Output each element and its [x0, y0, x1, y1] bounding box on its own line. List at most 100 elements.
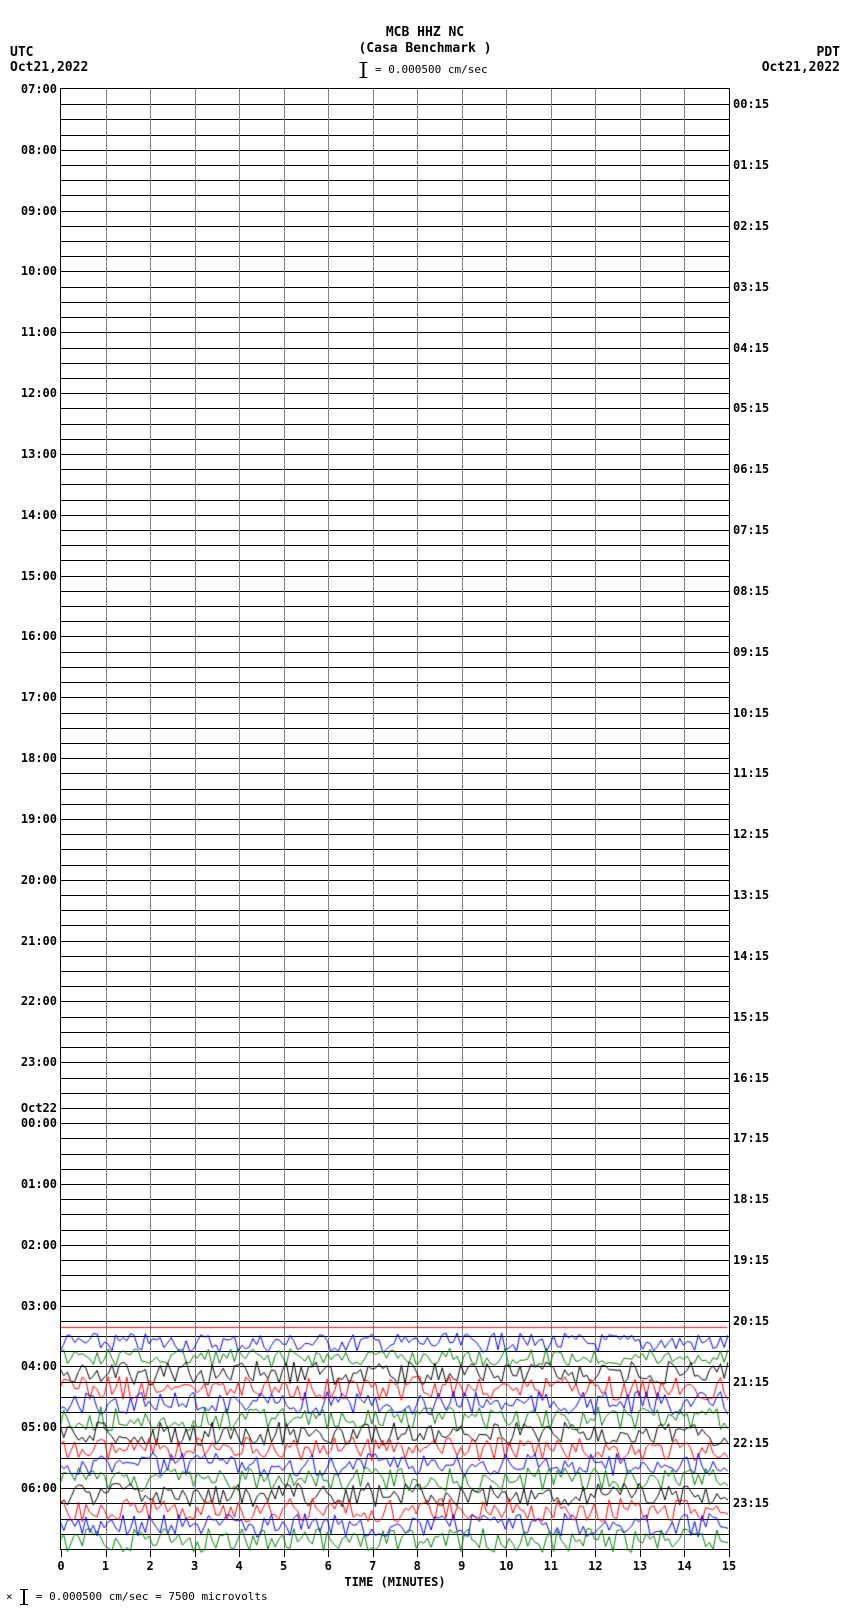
grid-hline: [61, 1382, 729, 1383]
x-tick-label: 11: [544, 1559, 558, 1573]
x-tick-label: 2: [146, 1559, 153, 1573]
x-tick: [640, 1549, 641, 1557]
x-tick: [417, 1549, 418, 1557]
left-time-label: 08:00: [21, 143, 57, 157]
grid-hline: [61, 621, 729, 622]
right-time-label: 08:15: [733, 584, 769, 598]
grid-hline: [61, 1260, 729, 1261]
grid-hline: [61, 1230, 729, 1231]
x-tick-label: 15: [722, 1559, 736, 1573]
x-axis-title: TIME (MINUTES): [344, 1575, 445, 1589]
grid-hline: [61, 454, 729, 455]
right-time-label: 03:15: [733, 280, 769, 294]
grid-hline: [61, 1473, 729, 1474]
left-time-label: 05:00: [21, 1420, 57, 1434]
grid-hline: [61, 180, 729, 181]
grid-hline: [61, 302, 729, 303]
grid-hline: [61, 971, 729, 972]
right-timezone: PDT Oct21,2022: [762, 45, 840, 75]
grid-hline: [61, 1519, 729, 1520]
x-tick: [106, 1549, 107, 1557]
left-time-label: 15:00: [21, 569, 57, 583]
left-time-label: 14:00: [21, 508, 57, 522]
x-tick: [61, 1549, 62, 1557]
right-time-label: 10:15: [733, 706, 769, 720]
x-tick-label: 12: [588, 1559, 602, 1573]
grid-hline: [61, 1427, 729, 1428]
grid-hline: [61, 1443, 729, 1444]
x-tick: [684, 1549, 685, 1557]
left-time-label: 04:00: [21, 1359, 57, 1373]
grid-hline: [61, 895, 729, 896]
grid-hline: [61, 256, 729, 257]
station-code: MCB HHZ NC: [0, 25, 850, 41]
grid-hline: [61, 226, 729, 227]
right-time-label: 13:15: [733, 888, 769, 902]
grid-hline: [61, 1351, 729, 1352]
x-tick: [195, 1549, 196, 1557]
grid-hline: [61, 697, 729, 698]
grid-hline: [61, 560, 729, 561]
left-time-label: 09:00: [21, 204, 57, 218]
grid-vline: [640, 89, 641, 1549]
grid-hline: [61, 1108, 729, 1109]
grid-vline: [195, 89, 196, 1549]
grid-hline: [61, 1032, 729, 1033]
x-tick-label: 0: [57, 1559, 64, 1573]
grid-hline: [61, 865, 729, 866]
grid-hline: [61, 941, 729, 942]
right-time-label: 02:15: [733, 219, 769, 233]
grid-hline: [61, 241, 729, 242]
left-time-label: 19:00: [21, 812, 57, 826]
left-time-label: 20:00: [21, 873, 57, 887]
grid-hline: [61, 271, 729, 272]
footer-prefix: ×: [6, 1590, 13, 1603]
x-tick: [328, 1549, 329, 1557]
grid-hline: [61, 1488, 729, 1489]
grid-hline: [61, 1458, 729, 1459]
x-tick-label: 5: [280, 1559, 287, 1573]
right-time-label: 12:15: [733, 827, 769, 841]
grid-hline: [61, 1366, 729, 1367]
grid-hline: [61, 849, 729, 850]
helicorder-container: MCB HHZ NC (Casa Benchmark ) = 0.000500 …: [0, 0, 850, 1613]
grid-hline: [61, 1412, 729, 1413]
grid-hline: [61, 1534, 729, 1535]
plot-area: TIME (MINUTES) 07:0008:0009:0010:0011:00…: [60, 88, 730, 1550]
grid-hline: [61, 1138, 729, 1139]
grid-hline: [61, 317, 729, 318]
left-time-label: 21:00: [21, 934, 57, 948]
grid-hline: [61, 378, 729, 379]
grid-hline: [61, 1017, 729, 1018]
grid-hline: [61, 1078, 729, 1079]
grid-vline: [506, 89, 507, 1549]
scale-indicator: = 0.000500 cm/sec: [362, 62, 487, 78]
grid-hline: [61, 880, 729, 881]
x-tick: [462, 1549, 463, 1557]
grid-hline: [61, 332, 729, 333]
right-time-label: 01:15: [733, 158, 769, 172]
grid-hline: [61, 636, 729, 637]
x-tick-label: 10: [499, 1559, 513, 1573]
grid-hline: [61, 789, 729, 790]
grid-hline: [61, 363, 729, 364]
right-time-label: 16:15: [733, 1071, 769, 1085]
grid-hline: [61, 743, 729, 744]
x-tick: [506, 1549, 507, 1557]
x-tick: [284, 1549, 285, 1557]
grid-vline: [150, 89, 151, 1549]
footer-text: = 0.000500 cm/sec = 7500 microvolts: [36, 1590, 268, 1603]
right-time-label: 19:15: [733, 1253, 769, 1267]
x-tick: [551, 1549, 552, 1557]
grid-hline: [61, 1093, 729, 1094]
left-time-label: Oct22: [21, 1101, 57, 1115]
grid-vline: [239, 89, 240, 1549]
grid-hline: [61, 1001, 729, 1002]
grid-hline: [61, 1245, 729, 1246]
grid-hline: [61, 348, 729, 349]
grid-hline: [61, 834, 729, 835]
grid-vline: [373, 89, 374, 1549]
x-tick-label: 9: [458, 1559, 465, 1573]
x-tick-label: 8: [414, 1559, 421, 1573]
grid-hline: [61, 667, 729, 668]
